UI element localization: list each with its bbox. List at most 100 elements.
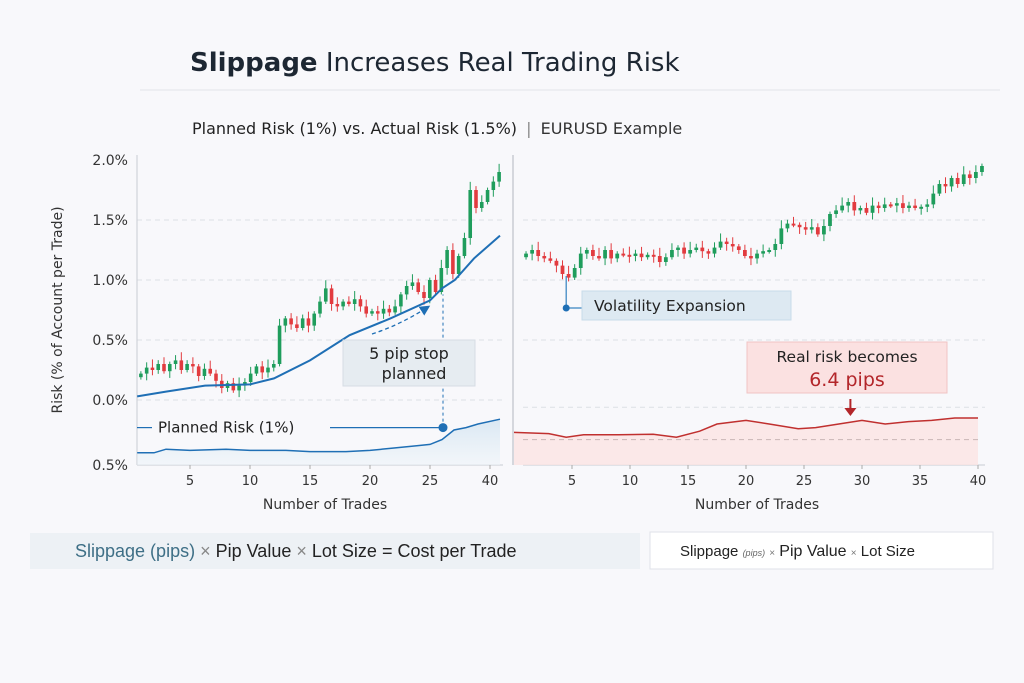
candle-bearish xyxy=(591,250,595,256)
x-tick-label: 15 xyxy=(302,474,319,489)
candle-bearish xyxy=(422,292,426,298)
x-tick-label: 40 xyxy=(482,474,499,489)
candle-bearish xyxy=(548,258,553,261)
candle-bullish xyxy=(973,172,978,178)
candle-bearish xyxy=(560,265,565,274)
candle-bullish xyxy=(718,241,723,248)
candle-bearish xyxy=(162,364,166,372)
candle-bearish xyxy=(791,223,796,226)
candle-bullish xyxy=(497,172,501,182)
candle-bullish xyxy=(828,214,832,226)
y-tick-label: 2.0% xyxy=(92,153,128,169)
candle-bearish xyxy=(214,373,218,381)
formula-box-right xyxy=(649,531,994,570)
formula-slippage: Slippage (pips) xyxy=(75,541,195,561)
formula-pips-unit: (pips) xyxy=(743,548,766,558)
candle-bullish xyxy=(173,360,178,364)
x-tick-label: 10 xyxy=(242,474,259,489)
title-bold: Slippage xyxy=(190,48,318,78)
volatility-dot xyxy=(562,304,570,312)
candle-bullish xyxy=(185,364,189,370)
candle-bearish xyxy=(597,256,601,259)
candle-bullish xyxy=(381,308,386,314)
candle-bullish xyxy=(572,268,577,278)
candle-bullish xyxy=(809,227,814,230)
candle-bearish xyxy=(358,299,363,307)
candle-bearish xyxy=(736,246,741,250)
candle-bearish xyxy=(967,174,972,178)
candle-bullish xyxy=(427,280,432,298)
formula-pip-value: Pip Value xyxy=(216,541,292,561)
candle-bullish xyxy=(404,286,409,295)
candle-bullish xyxy=(584,250,589,254)
volatility-label: Volatility Expansion xyxy=(594,297,746,315)
candle-bullish xyxy=(156,364,161,370)
formula-times: × xyxy=(296,541,307,561)
candle-bullish xyxy=(524,253,528,258)
candle-bearish xyxy=(700,247,705,252)
candle-bullish xyxy=(352,299,357,304)
candle-bullish xyxy=(439,268,444,292)
candle-bearish xyxy=(347,301,351,304)
y-tick-label: 1.0% xyxy=(92,273,128,289)
candle-bullish xyxy=(785,223,790,229)
formula-lot-size: Lot Size xyxy=(312,541,377,561)
subtitle-separator: | xyxy=(526,119,531,138)
candle-bearish xyxy=(815,227,820,235)
lower-area-fill xyxy=(137,419,500,465)
candle-bearish xyxy=(651,254,656,257)
x-tick-label: 35 xyxy=(912,474,929,489)
formula-times: × xyxy=(200,541,211,561)
candle-bullish xyxy=(907,205,911,208)
candle-bearish xyxy=(955,178,960,184)
right-chart-panel: 5 10 15 20 25 30 35 40 Volatility Expansion Real … xyxy=(512,155,986,489)
candle-bullish xyxy=(468,190,473,238)
candle-bullish xyxy=(925,204,930,207)
candle-bearish xyxy=(542,256,547,259)
candle-bullish xyxy=(277,325,282,364)
candle-bearish xyxy=(901,203,905,208)
candle-bearish xyxy=(335,304,340,307)
lower-risk-line xyxy=(137,418,501,454)
candle-bullish xyxy=(323,288,328,302)
candle-bearish xyxy=(913,205,917,208)
candle-bearish xyxy=(621,253,626,256)
candle-bearish xyxy=(682,247,686,254)
candle-bearish xyxy=(943,184,948,187)
x-tick-label: 15 xyxy=(680,474,697,489)
candle-bearish xyxy=(196,366,201,376)
x-tick-label: 25 xyxy=(422,474,439,489)
candle-bullish xyxy=(202,368,207,376)
candle-bearish xyxy=(742,250,747,256)
candle-bearish xyxy=(364,306,369,314)
candle-bearish xyxy=(730,244,735,247)
candle-bullish xyxy=(410,282,415,286)
candle-bullish xyxy=(676,247,680,250)
candle-bearish xyxy=(566,274,571,278)
candle-bullish xyxy=(834,210,838,214)
candle-bearish xyxy=(724,241,729,244)
candle-bearish xyxy=(852,202,857,211)
candle-bearish xyxy=(329,288,334,304)
candle-bearish xyxy=(375,311,380,314)
candle-bearish xyxy=(433,280,438,292)
candle-bullish xyxy=(615,253,620,259)
subtitle-main: Planned Risk (1%) vs. Actual Risk (1.5%) xyxy=(192,119,517,138)
candle-bullish xyxy=(846,202,851,206)
x-tick-label: 5 xyxy=(568,474,576,489)
candle-bearish xyxy=(657,256,662,262)
title-rest: Increases Real Trading Risk xyxy=(318,48,680,78)
candle-bullish xyxy=(961,174,966,184)
candle-bearish xyxy=(208,368,213,374)
formula-equals: = xyxy=(382,541,393,561)
candle-bearish xyxy=(706,251,711,254)
candle-bullish xyxy=(694,247,699,250)
left-chart-panel: 2.0% 1.5% 1.0% 0.5% 0.0% 0.5% 5 10 15 20 25 40 Plann… xyxy=(92,153,503,489)
candle-bullish xyxy=(870,205,875,213)
candle-bullish xyxy=(578,253,583,268)
candle-bullish xyxy=(712,247,717,254)
y-tick-label: 0.0% xyxy=(92,393,128,409)
candle-bullish xyxy=(462,238,467,256)
formula-box-left xyxy=(30,533,640,569)
